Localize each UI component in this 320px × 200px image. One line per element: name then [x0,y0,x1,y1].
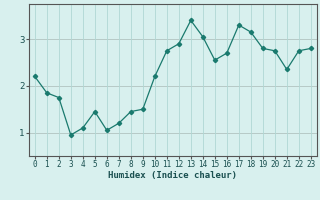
X-axis label: Humidex (Indice chaleur): Humidex (Indice chaleur) [108,171,237,180]
